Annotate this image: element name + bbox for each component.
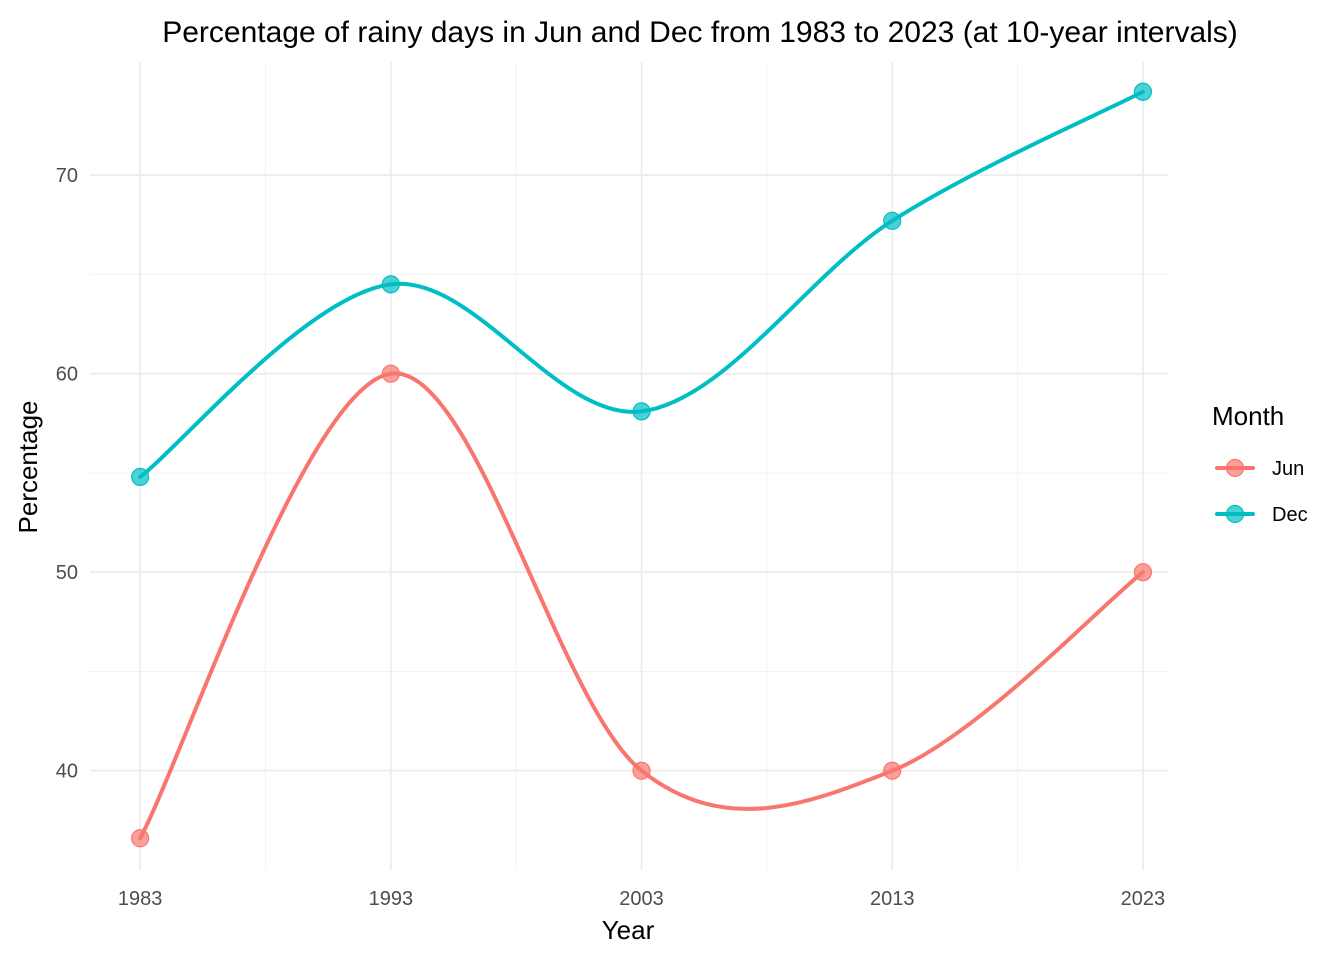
y-tick-label: 40: [56, 761, 78, 783]
legend-label-jun: Jun: [1272, 458, 1304, 480]
data-point-dec: [131, 467, 150, 487]
chart-title: Percentage of rainy days in Jun and Dec …: [162, 16, 1238, 49]
axis-ticks: 1983 1993 2003 2013 2023 40 50 60 70: [56, 165, 1165, 910]
legend: Month Jun Dec: [1212, 401, 1308, 526]
series-line-jun: [138, 371, 1145, 841]
data-point-jun: [1133, 563, 1153, 582]
x-axis-title: Year: [602, 915, 655, 945]
data-point-jun: [632, 761, 651, 780]
x-tick-label: 2023: [1121, 888, 1166, 910]
y-tick-label: 60: [56, 364, 78, 386]
data-point-dec: [381, 275, 400, 294]
x-tick-label: 1993: [369, 888, 414, 910]
y-axis-title: Percentage: [13, 401, 43, 534]
data-point-jun: [883, 761, 902, 780]
data-point-jun: [131, 829, 150, 848]
legend-key-point-jun: [1225, 458, 1245, 478]
legend-title: Month: [1212, 401, 1284, 431]
x-tick-label: 1983: [118, 888, 163, 910]
x-tick-label: 2013: [870, 888, 915, 910]
y-tick-label: 70: [56, 165, 78, 187]
grid: [90, 62, 1168, 870]
legend-label-dec: Dec: [1272, 504, 1308, 526]
data-point-dec: [1133, 82, 1153, 101]
data-point-jun: [381, 364, 400, 383]
data-point-dec: [632, 402, 651, 421]
data-point-dec: [883, 211, 902, 230]
legend-key-point-dec: [1225, 504, 1245, 524]
x-tick-label: 2003: [619, 888, 664, 910]
y-tick-label: 50: [56, 562, 78, 584]
series-points: [131, 82, 1153, 848]
